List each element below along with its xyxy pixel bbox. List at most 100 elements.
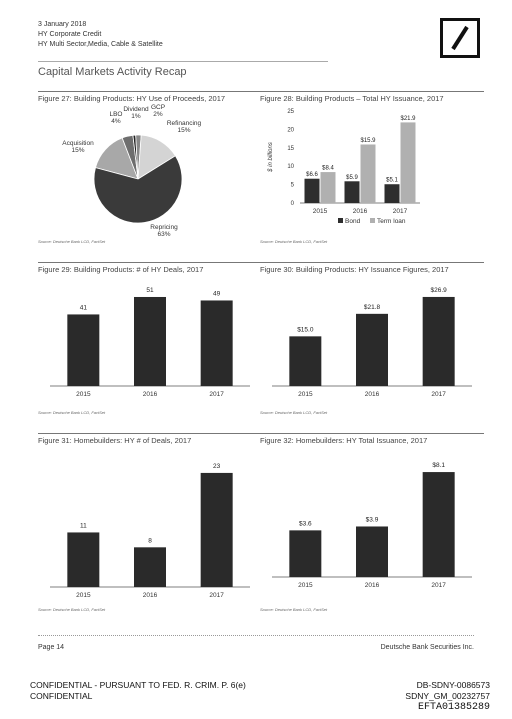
- figure-32-source: Source: Deutsche Bank LCD, FactSet: [260, 607, 328, 612]
- pie-pct-gcp: 2%: [153, 111, 163, 118]
- legend-label: Term loan: [377, 218, 406, 225]
- figure-27-chart: Acquisition15%LBO4%Dividend1%GCP2%Refina…: [62, 104, 202, 238]
- legend-swatch-bond: [338, 218, 343, 223]
- figure-28-source: Source: Deutsche Bank LCD, FactSet: [260, 239, 328, 244]
- footer-company: Deutsche Bank Securities Inc.: [380, 644, 474, 651]
- x-tick-label: 2017: [209, 391, 224, 398]
- data-label: $3.9: [366, 516, 379, 523]
- bar-2015: [289, 336, 322, 386]
- figure-32-chart: $3.6 2015 $3.9 2016 $8.1 2017: [272, 462, 472, 589]
- figure-29-panel: Figure 29: Building Products: # of HY De…: [38, 262, 262, 415]
- pie-label-gcp: GCP: [151, 104, 165, 111]
- x-tick-label: 2017: [431, 391, 446, 398]
- data-label: $15.0: [297, 326, 314, 333]
- bar-bond-2015: [304, 178, 320, 203]
- x-tick-label: 2015: [76, 391, 91, 398]
- y-axis-label: $ in billions: [268, 142, 274, 173]
- bar-2017: [200, 472, 233, 587]
- pie-label-acquisition: Acquisition: [62, 140, 94, 147]
- x-tick-label: 2015: [298, 582, 313, 589]
- bates-number-2: SDNY_GM_00232757: [405, 691, 490, 701]
- figure-28-panel: Figure 28: Building Products – Total HY …: [260, 91, 484, 244]
- bates-number-1: DB-SDNY-0086573: [416, 680, 490, 690]
- bar-2016: [134, 296, 166, 386]
- x-tick-label: 2017: [209, 592, 224, 599]
- report-sector: HY Multi Sector,Media, Cable & Satellite: [38, 41, 163, 48]
- bar-2015: [67, 314, 100, 386]
- figure-31-chart: 11 2015 8 2016 23 2017: [50, 463, 250, 599]
- x-tick-label: 2017: [393, 208, 408, 215]
- bar-term-loan-2017: [400, 122, 416, 203]
- figure-32-panel: Figure 32: Homebuilders: HY Total Issuan…: [260, 433, 484, 612]
- x-tick-label: 2015: [76, 592, 91, 599]
- data-label: 49: [213, 290, 221, 297]
- y-tick-label: 25: [287, 109, 294, 115]
- x-tick-label: 2016: [365, 391, 380, 398]
- report-category: HY Corporate Credit: [38, 31, 102, 38]
- x-tick-label: 2016: [365, 582, 380, 589]
- pie-pct-refinancing: 15%: [177, 127, 190, 134]
- report-date: 3 January 2018: [38, 21, 87, 28]
- bar-2016: [356, 313, 388, 386]
- deutsche-bank-logo-icon: [440, 18, 480, 58]
- figure-27-title: Figure 27: Building Products: HY Use of …: [38, 91, 262, 103]
- bar-2017: [200, 300, 233, 386]
- section-title: Capital Markets Activity Recap: [38, 66, 187, 78]
- figure-28-chart: 0 5 10 15 20 25 $ in billions $6.6 $8.4 2015 $5.9 $…: [268, 109, 420, 225]
- legend-swatch-term-loan: [370, 218, 375, 223]
- bar-2017: [422, 472, 455, 577]
- x-tick-label: 2016: [143, 592, 158, 599]
- data-label: $21.8: [364, 304, 381, 311]
- x-tick-label: 2016: [353, 208, 368, 215]
- figure-30-panel: Figure 30: Building Products: HY Issuanc…: [260, 262, 484, 415]
- figure-28-title: Figure 28: Building Products – Total HY …: [260, 91, 484, 103]
- figure-31-source: Source: Deutsche Bank LCD, FactSet: [38, 607, 106, 612]
- bar-bond-2017: [384, 184, 400, 203]
- data-label: $5.1: [386, 178, 398, 184]
- y-tick-label: 10: [287, 164, 294, 170]
- data-label: $21.9: [400, 116, 416, 122]
- bar-term-loan-2016: [360, 144, 376, 203]
- pie-label-dividend: Dividend: [123, 106, 149, 113]
- bar-bond-2016: [344, 181, 360, 203]
- x-tick-label: 2015: [298, 391, 313, 398]
- y-tick-label: 20: [287, 127, 294, 133]
- pie-label-repricing: Repricing: [150, 224, 178, 231]
- x-tick-label: 2017: [431, 582, 446, 589]
- bar-2015: [67, 532, 100, 587]
- y-tick-label: 5: [291, 183, 295, 189]
- figure-30-source: Source: Deutsche Bank LCD, FactSet: [260, 410, 328, 415]
- bates-number-3: EFTA01385289: [417, 702, 490, 713]
- data-label: 11: [80, 522, 87, 529]
- figure-27-panel: Figure 27: Building Products: HY Use of …: [38, 91, 262, 244]
- data-label: $3.6: [299, 520, 312, 527]
- figure-27-source: Source: Deutsche Bank LCD, FactSet: [38, 239, 106, 244]
- figure-29-source: Source: Deutsche Bank LCD, FactSet: [38, 410, 106, 415]
- figure-29-chart: 41 2015 51 2016 49 2017: [50, 287, 250, 398]
- x-tick-label: 2015: [313, 208, 328, 215]
- figure-32-title: Figure 32: Homebuilders: HY Total Issuan…: [260, 433, 484, 445]
- bar-2017: [422, 296, 455, 386]
- pie-pct-lbo: 4%: [111, 118, 121, 125]
- figure-30-title: Figure 30: Building Products: HY Issuanc…: [260, 262, 484, 274]
- data-label: $8.4: [322, 166, 334, 172]
- x-tick-label: 2016: [143, 391, 158, 398]
- bar-2016: [134, 547, 166, 587]
- header-rule: [38, 61, 328, 62]
- pie-label-refinancing: Refinancing: [167, 120, 202, 127]
- figure-31-panel: Figure 31: Homebuilders: HY # of Deals, …: [38, 433, 262, 612]
- data-label: 8: [148, 537, 152, 544]
- figure-31-title: Figure 31: Homebuilders: HY # of Deals, …: [38, 433, 262, 445]
- data-label: 51: [146, 287, 154, 294]
- data-label: 41: [80, 304, 88, 311]
- data-label: $26.9: [431, 287, 448, 294]
- page-number: Page 14: [38, 644, 65, 651]
- pie-pct-acquisition: 15%: [71, 147, 84, 154]
- figure-30-chart: $15.0 2015 $21.8 2016 $26.9 2017: [272, 287, 472, 398]
- bar-term-loan-2015: [320, 172, 336, 203]
- pie-label-lbo: LBO: [109, 111, 122, 118]
- figure-29-title: Figure 29: Building Products: # of HY De…: [38, 262, 262, 274]
- bar-2016: [356, 526, 388, 577]
- data-label: $6.6: [306, 172, 318, 178]
- pie-pct-dividend: 1%: [131, 113, 141, 120]
